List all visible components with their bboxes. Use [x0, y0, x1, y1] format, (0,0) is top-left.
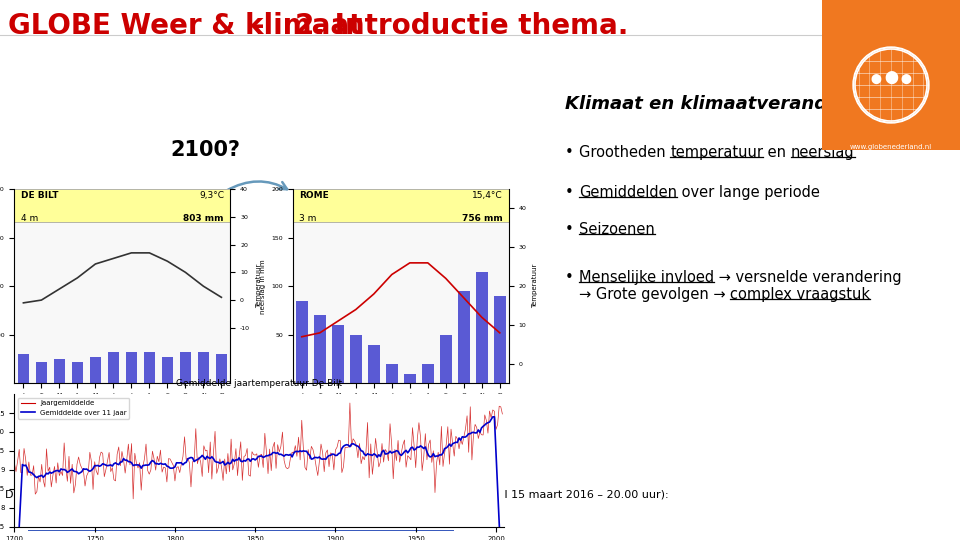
Bar	[72, 362, 84, 383]
Title: Gemiddelde jaartemperatuur De Bilt: Gemiddelde jaartemperatuur De Bilt	[176, 379, 343, 388]
Bar	[332, 325, 344, 383]
Text: 15,4°C: 15,4°C	[471, 191, 502, 200]
Bar	[494, 296, 506, 383]
Text: Seizoenen: Seizoenen	[579, 222, 655, 237]
Text: Gemiddelden: Gemiddelden	[579, 185, 677, 200]
Y-axis label: Temperatuur: Temperatuur	[255, 264, 262, 308]
Bar	[422, 364, 434, 383]
Bar	[108, 352, 119, 383]
Text: -: -	[252, 12, 264, 40]
Bar	[368, 345, 379, 383]
Bar	[404, 374, 416, 383]
Text: •: •	[565, 145, 574, 160]
Text: Klimaat en klimaatverandering:: Klimaat en klimaatverandering:	[565, 95, 887, 113]
Text: •: •	[565, 270, 574, 285]
Bar	[54, 359, 65, 383]
Circle shape	[855, 49, 927, 121]
Text: 756 mm: 756 mm	[462, 214, 502, 223]
Text: Menselijke invloed: Menselijke invloed	[579, 270, 714, 285]
Bar	[386, 364, 397, 383]
Bar	[161, 357, 173, 383]
Text: complex vraagstuk: complex vraagstuk	[731, 287, 871, 302]
Text: •: •	[565, 185, 574, 200]
Text: → versnelde verandering: → versnelde verandering	[714, 270, 901, 285]
Text: http://www.npo.nl/nos-journaal/15-03-2016/POW_02990755: http://www.npo.nl/nos-journaal/15-03-201…	[28, 507, 359, 518]
Text: DE BILT: DE BILT	[21, 191, 59, 200]
Bar	[440, 335, 451, 383]
Text: •: •	[565, 222, 574, 237]
Bar	[36, 362, 47, 383]
Bar	[216, 354, 228, 383]
Text: www.globenederland.nl: www.globenederland.nl	[850, 144, 932, 150]
Bar	[144, 352, 156, 383]
Text: ⬤: ⬤	[884, 70, 898, 84]
Bar	[89, 357, 101, 383]
Bar	[350, 335, 362, 383]
Text: ⬤: ⬤	[871, 74, 881, 84]
Bar	[198, 352, 209, 383]
Bar	[314, 315, 325, 383]
Y-axis label: neerslag in mm: neerslag in mm	[260, 259, 266, 314]
Bar	[476, 272, 488, 383]
Text: en: en	[763, 145, 791, 160]
Text: 3 m: 3 m	[300, 214, 317, 223]
Text: over lange periode: over lange periode	[677, 185, 820, 200]
Text: ⬤: ⬤	[900, 74, 911, 84]
Circle shape	[853, 47, 929, 123]
FancyBboxPatch shape	[293, 189, 509, 222]
Bar	[180, 352, 191, 383]
Bar	[458, 291, 469, 383]
Text: GLOBE Weer & klimaat: GLOBE Weer & klimaat	[8, 12, 362, 40]
Y-axis label: Temperatuur: Temperatuur	[532, 264, 538, 308]
Legend: Jaargemiddelde, Gemiddelde over 11 jaar: Jaargemiddelde, Gemiddelde over 11 jaar	[18, 397, 130, 418]
Text: → Grote gevolgen →: → Grote gevolgen →	[579, 287, 731, 302]
Text: De Hockeystickgrafiek is bekend, maar recent blijkt het nog sneller te gaan (NOS: De Hockeystickgrafiek is bekend, maar re…	[5, 490, 668, 500]
Text: 9,3°C: 9,3°C	[199, 191, 224, 200]
Text: neerslag: neerslag	[791, 145, 854, 160]
FancyBboxPatch shape	[14, 189, 230, 222]
Bar	[126, 352, 137, 383]
Bar	[822, 0, 960, 150]
Text: 2100?: 2100?	[170, 140, 240, 160]
Text: Grootheden: Grootheden	[579, 145, 670, 160]
FancyArrowPatch shape	[227, 181, 287, 191]
Text: ROME: ROME	[300, 191, 329, 200]
Text: 803 mm: 803 mm	[183, 214, 224, 223]
Text: temperatuur: temperatuur	[670, 145, 763, 160]
Bar	[296, 301, 307, 383]
Text: 4 m: 4 m	[21, 214, 38, 223]
Text: 2. Introductie thema.: 2. Introductie thema.	[295, 12, 629, 40]
Bar	[17, 354, 29, 383]
